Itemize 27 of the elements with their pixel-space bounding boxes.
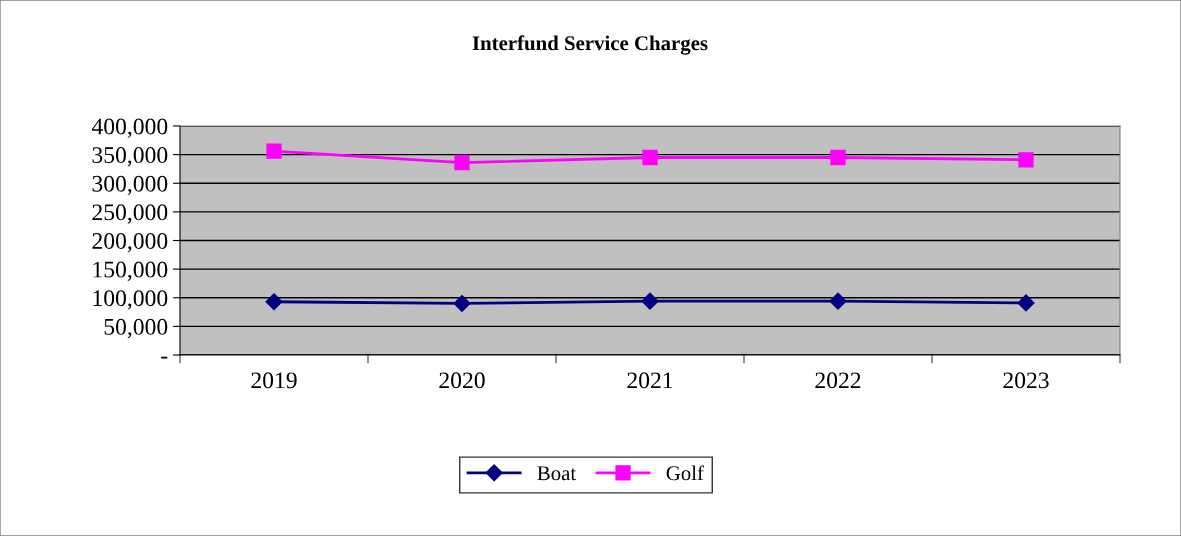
point	[641, 292, 659, 310]
y-tick-label: 100,000	[93, 290, 168, 310]
point	[266, 143, 282, 159]
x-tick-label: 2023	[1003, 372, 1049, 389]
x-tick-label: 2019	[251, 372, 297, 389]
point	[830, 149, 846, 166]
y-tick-label: -	[161, 356, 168, 359]
chart-title: Interfund Service Charges	[472, 35, 708, 55]
y-tick-label: 200,000	[92, 232, 168, 253]
x-tick-label: 2022	[815, 372, 861, 389]
point	[454, 155, 470, 171]
y-tick-label: 300,000	[92, 175, 168, 196]
point	[1017, 294, 1035, 312]
y-tick-label: 350,000	[92, 147, 168, 167]
y-tick-label: 400,000	[91, 118, 168, 138]
point	[829, 292, 847, 310]
point	[1018, 152, 1034, 168]
x-tick-label: 2020	[439, 372, 485, 389]
point	[453, 294, 471, 313]
legend-label: Boat	[537, 466, 577, 481]
y-tick-label: 50,000	[104, 318, 168, 339]
y-tick-label: 150,000	[93, 261, 168, 281]
point	[265, 293, 283, 311]
x-tick-label: 2021	[627, 372, 673, 389]
legend-label: Golf	[666, 465, 704, 481]
y-tick-label: 250,000	[92, 204, 168, 224]
point	[642, 149, 658, 166]
